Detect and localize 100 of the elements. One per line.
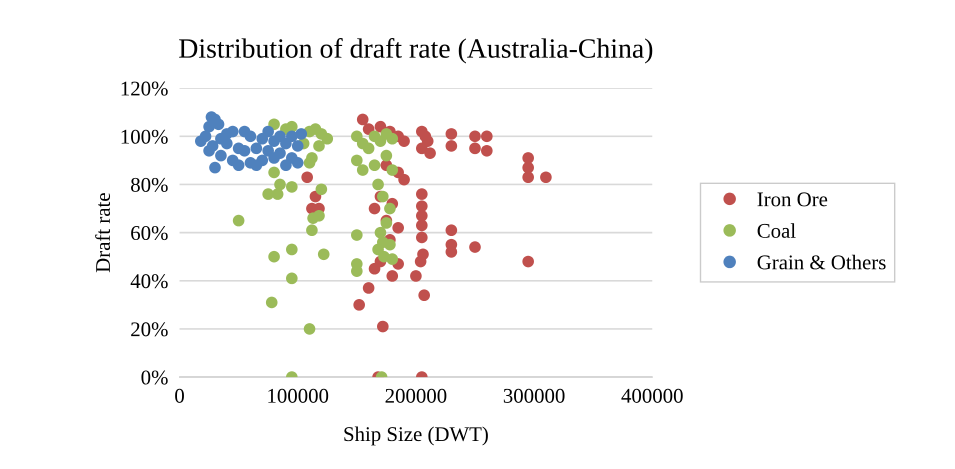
point: [356, 114, 369, 126]
y-tick-label: 20%: [131, 322, 168, 336]
point: [316, 183, 328, 196]
point: [384, 202, 396, 214]
point: [200, 130, 212, 142]
point: [295, 128, 308, 140]
x-tick-label: 200000: [386, 388, 446, 403]
point: [301, 171, 313, 184]
point: [250, 159, 262, 172]
point: [424, 147, 436, 159]
point: [416, 200, 428, 212]
point: [232, 214, 244, 226]
point: [304, 156, 316, 169]
point: [416, 232, 428, 244]
point: [416, 188, 428, 200]
point: [386, 253, 398, 265]
point: [286, 244, 298, 256]
point: [398, 135, 410, 147]
point: [250, 142, 262, 154]
point: [351, 229, 363, 241]
point: [368, 202, 380, 214]
point: [377, 190, 389, 202]
x-tick-label: 300000: [504, 388, 565, 403]
point: [469, 241, 481, 253]
point: [272, 188, 284, 200]
point: [540, 171, 552, 184]
point: [215, 150, 227, 162]
point: [226, 126, 239, 138]
point: [446, 128, 458, 140]
point: [292, 140, 304, 152]
point: [266, 296, 278, 308]
point: [386, 132, 398, 145]
point: [274, 130, 286, 142]
point: [380, 217, 392, 229]
y-tick-label: 60%: [131, 226, 168, 240]
point: [274, 178, 286, 190]
point: [416, 220, 428, 232]
point: [203, 144, 215, 157]
point: [292, 156, 304, 169]
point: [362, 142, 374, 154]
point: [416, 142, 428, 154]
point: [313, 210, 325, 222]
point: [262, 144, 274, 157]
point: [368, 262, 380, 275]
y-tick-label: 100%: [122, 130, 168, 144]
point: [469, 130, 481, 142]
chart-title: Distribution of draft rate (Australia-China): [179, 38, 652, 64]
point: [306, 224, 318, 236]
point: [420, 130, 432, 142]
x-tick-label: 100000: [268, 388, 328, 403]
point: [522, 256, 534, 268]
point: [414, 256, 426, 268]
legend-label: Iron Ore: [758, 192, 828, 206]
point: [362, 282, 374, 294]
point: [372, 178, 384, 190]
point: [392, 222, 404, 234]
point: [386, 164, 398, 176]
point: [386, 270, 398, 282]
legend-label: Grain & Others: [758, 254, 886, 270]
point: [446, 140, 458, 152]
y-tick-label: 80%: [131, 178, 168, 192]
point: [384, 238, 396, 250]
point: [238, 144, 250, 157]
point: [286, 272, 298, 284]
point: [321, 132, 334, 145]
point: [522, 171, 534, 184]
point: [374, 226, 386, 238]
point: [522, 152, 534, 164]
point: [209, 162, 221, 174]
legend-label: Coal: [758, 223, 796, 238]
point: [304, 323, 316, 335]
point: [418, 289, 430, 302]
point: [380, 150, 392, 162]
point: [522, 162, 534, 174]
point: [481, 130, 493, 142]
point: [469, 142, 481, 154]
point: [256, 132, 268, 145]
point: [244, 130, 256, 142]
x-tick-label: 0: [175, 388, 184, 403]
x-tick-label: 400000: [621, 388, 683, 403]
point: [368, 159, 380, 172]
point: [416, 210, 428, 222]
point: [398, 174, 410, 186]
point: [446, 224, 458, 236]
point: [232, 159, 244, 172]
point: [353, 299, 365, 311]
point: [481, 144, 493, 157]
point: [318, 248, 330, 260]
x-axis-title: Ship Size (DWT): [344, 426, 488, 446]
point: [286, 120, 298, 133]
point: [410, 270, 422, 282]
point: [313, 140, 325, 152]
point: [268, 166, 280, 178]
point: [377, 320, 389, 332]
point: [268, 250, 280, 263]
y-tick-label: 120%: [122, 82, 168, 96]
point: [356, 164, 369, 176]
point: [286, 181, 298, 193]
y-tick-label: 0%: [141, 370, 168, 385]
y-axis-title: Draft rate: [95, 193, 110, 272]
